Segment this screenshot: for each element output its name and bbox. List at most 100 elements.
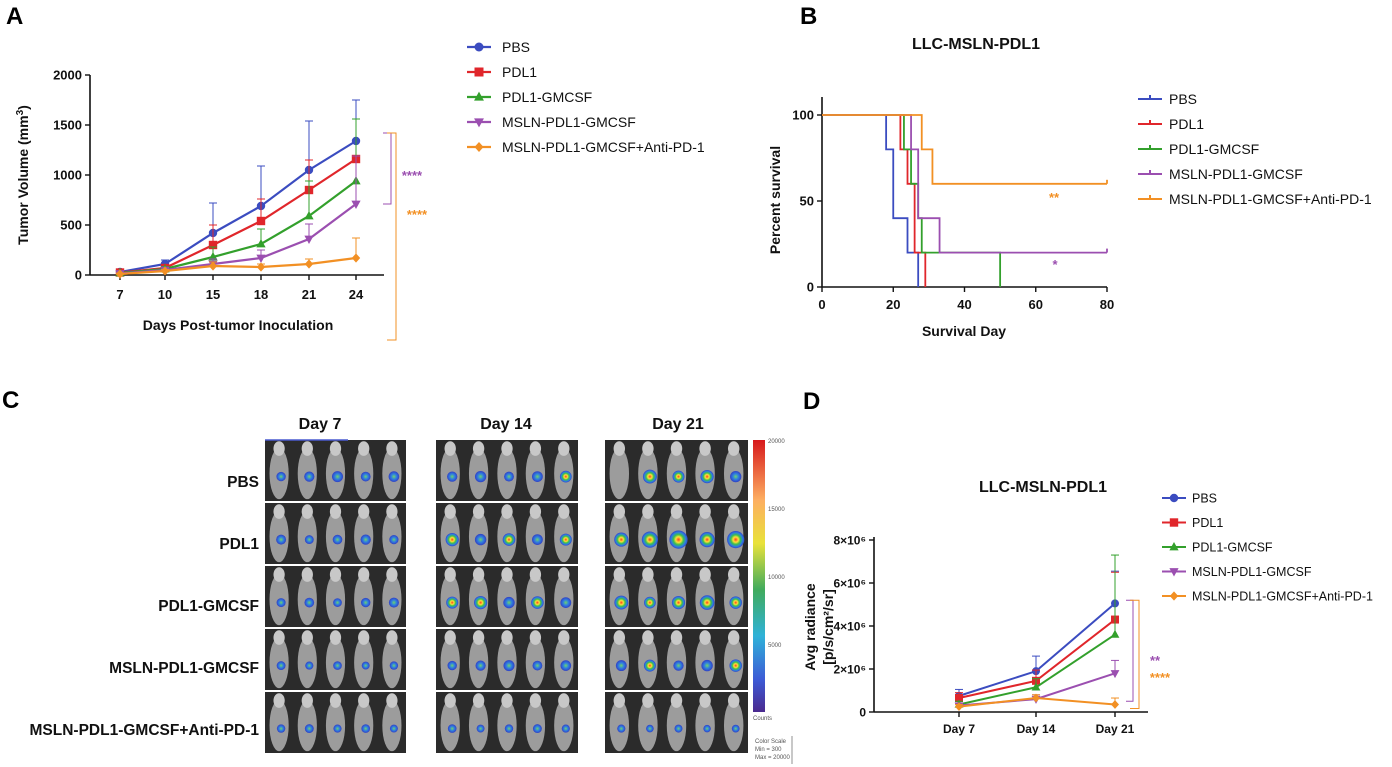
a-ytick-label: 1500 (53, 118, 82, 133)
c-signal-blob (642, 469, 657, 484)
b-legend: PBS PDL1 PDL1-GMCSF MSLN-PDL1-GMCSF MSLN-PDL… (1138, 91, 1372, 207)
b-legend-label: PDL1-GMCSF (1169, 141, 1259, 157)
tumor-volume-chart: Tumor Volume (mm3) Days Post-tumor Inocu… (15, 39, 705, 341)
c-signal-blob (646, 724, 654, 733)
c-signal-blob (447, 660, 457, 671)
a-legend-label: PDL1 (502, 64, 537, 80)
c-mouse-head (699, 567, 711, 582)
c-signal-blob (504, 471, 514, 482)
c-signal-blob (333, 598, 342, 607)
c-mouse-head (472, 504, 485, 519)
c-signal-blob (502, 533, 516, 546)
a-bracket-anti-pd1 (387, 132, 397, 341)
c-colorbar-tick-3: 5000 (768, 643, 782, 649)
c-signal-blob (731, 724, 740, 733)
c-colorbar-tick-1: 15000 (768, 507, 785, 513)
c-row-label-anti-pd1: MSLN-PDL1-GMCSF+Anti-PD-1 (30, 722, 260, 739)
c-mouse-head (529, 441, 542, 456)
c-day-label-7: Day 7 (299, 416, 342, 433)
a-point (160, 266, 170, 276)
b-title: LLC-MSLN-PDL1 (912, 36, 1040, 53)
c-signal-blob (389, 534, 399, 545)
d-xtick-label: Day 7 (943, 722, 975, 736)
c-signal-blob (445, 533, 459, 547)
c-mouse-head (642, 630, 654, 645)
c-signal-blob (474, 470, 487, 483)
c-mouse-head (670, 567, 683, 582)
a-legend-item-pdl1-gmcsf: PDL1-GMCSF (467, 89, 592, 105)
c-signal-blob (560, 660, 572, 671)
c-mouse-head (301, 693, 313, 708)
c-signal-blob (617, 724, 626, 733)
c-image-1-2 (605, 503, 748, 564)
a-series-pdl1-gmcsf (115, 118, 361, 277)
c-colorbar-tick-2: 10000 (768, 575, 785, 581)
d-bracket-msln (1126, 599, 1134, 702)
c-mouse-head (501, 693, 513, 708)
c-signal-blob (503, 660, 515, 672)
c-signal-blob (727, 530, 745, 549)
c-signal-blob (333, 724, 342, 733)
b-xtick-label: 20 (886, 297, 900, 312)
c-signal-blob (389, 661, 399, 670)
d-legend-marker (1169, 541, 1179, 551)
c-mouse-head (358, 693, 370, 708)
b-annotation-msln: * (1052, 257, 1058, 272)
c-mouse-head (670, 630, 683, 645)
c-image-3-0 (265, 629, 406, 690)
c-colorbar-max: Max = 20000 (755, 755, 791, 761)
c-signal-blob (701, 659, 713, 672)
c-signal-blob (615, 660, 627, 672)
c-mouse-head (501, 441, 513, 456)
c-mouse-head (670, 441, 683, 456)
c-signal-blob (699, 532, 715, 548)
c-mouse-head (727, 504, 740, 519)
c-signal-blob (447, 724, 457, 733)
c-mouse-head (529, 630, 542, 645)
c-mouse-head (386, 441, 398, 456)
a-legend-marker (474, 142, 484, 152)
c-mouse-head (358, 630, 370, 645)
a-point (208, 251, 218, 261)
a-series-msln-pdl1-gmcsf (115, 155, 361, 279)
c-mouse-head (727, 567, 740, 582)
b-annotation-anti-pd1: ** (1049, 190, 1060, 205)
b-xtick-label: 80 (1100, 297, 1114, 312)
d-legend-item-pdl1-gmcsf: PDL1-GMCSF (1162, 541, 1273, 555)
d-point (1110, 670, 1120, 679)
c-mouse-head (444, 630, 456, 645)
a-bracket-msln-path (383, 132, 392, 205)
c-signal-blob (388, 597, 399, 608)
a-ytick-label: 0 (75, 268, 82, 283)
survival-chart: LLC-MSLN-PDL1 Percent survival Survival … (767, 36, 1372, 339)
a-legend-label: PBS (502, 39, 530, 55)
panel-label-d: D (803, 388, 820, 415)
d-legend: PBS PDL1 PDL1-GMCSF MSLN-PDL1-GMCSF MSLN-PDL… (1162, 492, 1373, 604)
c-mouse-head (358, 441, 370, 456)
b-legend-item-pdl1-gmcsf: PDL1-GMCSF (1138, 141, 1259, 157)
c-mouse-head (386, 504, 398, 519)
d-ytick-label: 2×10⁶ (833, 663, 866, 677)
radiance-chart: LLC-MSLN-PDL1 Avg radiance [p/s/cm²/sr] … (802, 479, 1373, 736)
c-signal-blob (532, 724, 542, 734)
c-mouse-head (329, 567, 342, 582)
c-image-0-1 (436, 440, 578, 501)
c-signal-blob (474, 533, 487, 546)
b-ytick-label: 100 (792, 108, 814, 123)
a-xlabel: Days Post-tumor Inoculation (143, 317, 334, 333)
c-mouse-head (613, 441, 626, 456)
c-signal-blob (673, 660, 684, 671)
b-xtick-label: 40 (957, 297, 971, 312)
c-signal-blob (475, 660, 486, 671)
c-signal-blob (304, 471, 315, 482)
panel-label-a: A (6, 3, 23, 30)
c-signal-blob (360, 534, 371, 545)
c-mouse-head (613, 504, 626, 519)
b-xtick-label: 0 (818, 297, 825, 312)
c-mouse-head (386, 567, 398, 582)
c-mouse-head (358, 504, 370, 519)
c-row-label-msln: MSLN-PDL1-GMCSF (109, 660, 259, 677)
a-legend-marker (474, 67, 484, 77)
b-legend-label: MSLN-PDL1-GMCSF (1169, 166, 1303, 182)
c-mouse-head (613, 567, 626, 582)
